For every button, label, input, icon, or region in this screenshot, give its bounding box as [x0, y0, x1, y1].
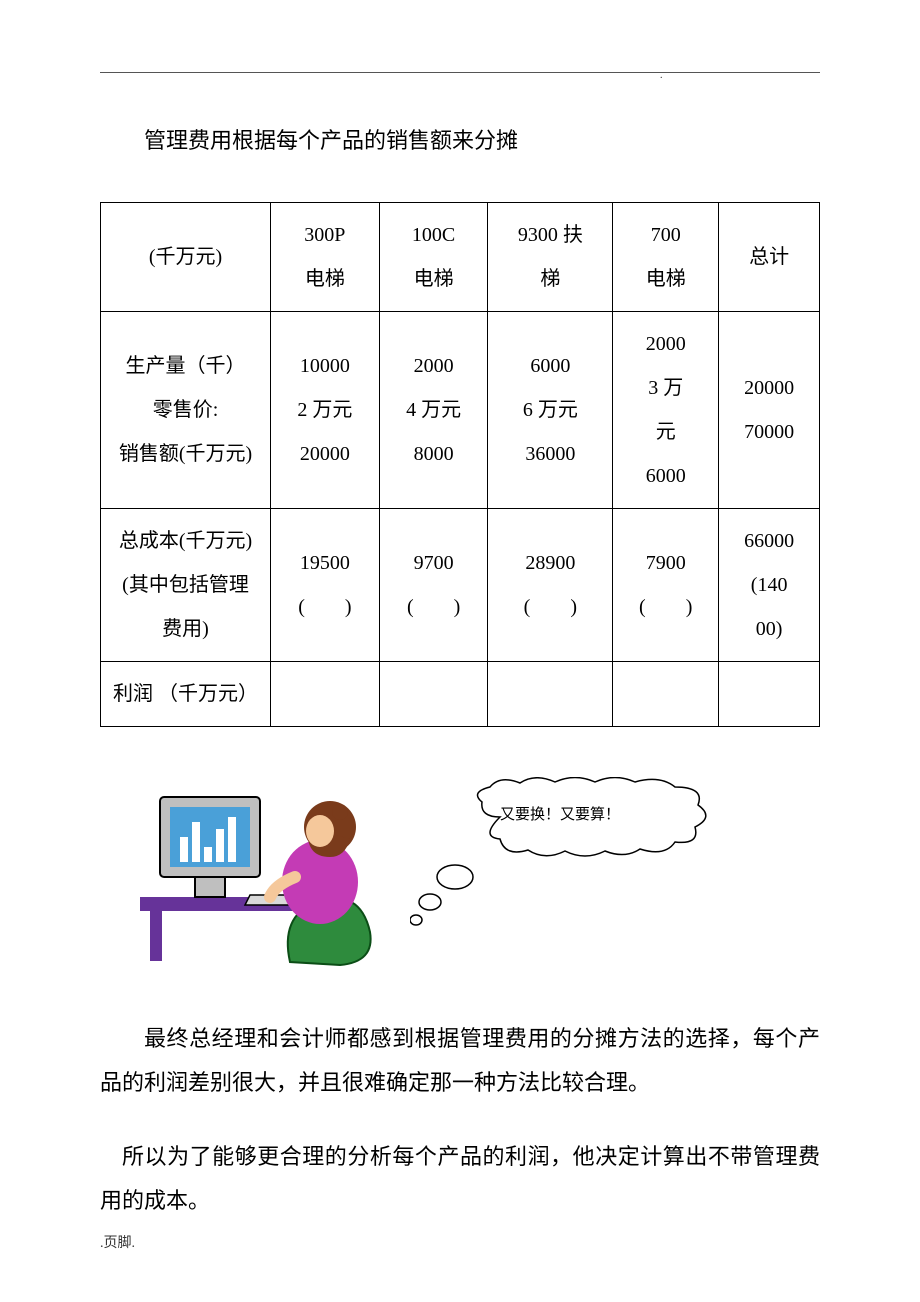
- cell: 6000 6 万元 36000: [488, 311, 613, 508]
- cell: 28900 ( ): [488, 508, 613, 661]
- table-row: 总成本(千万元) (其中包括管理 费用) 19500 ( ) 9700 ( ) …: [101, 508, 820, 661]
- v: ( ): [494, 585, 606, 629]
- header-col: 700电梯: [613, 202, 719, 311]
- paragraph: 所以为了能够更合理的分析每个产品的利润，他决定计算出不带管理费用的成本。: [100, 1135, 820, 1223]
- header-dot: .: [660, 70, 663, 81]
- v: 66000: [725, 519, 813, 563]
- cell: [271, 661, 380, 726]
- v: (14000): [725, 563, 813, 651]
- cell: [719, 661, 820, 726]
- row-label: 生产量（千） 零售价: 销售额(千万元): [101, 311, 271, 508]
- v: 9700: [386, 541, 482, 585]
- cell: 19500 ( ): [271, 508, 380, 661]
- v: 4 万元: [386, 388, 482, 432]
- header-col: 9300 扶梯: [488, 202, 613, 311]
- v: 36000: [494, 432, 606, 476]
- cell: 7900 ( ): [613, 508, 719, 661]
- v: 6 万元: [494, 388, 606, 432]
- v: 28900: [494, 541, 606, 585]
- section-heading: 管理费用根据每个产品的销售额来分摊: [100, 120, 820, 162]
- table-header-row: (千万元) 300P电梯 100C电梯 9300 扶梯 700电梯 总计: [101, 202, 820, 311]
- table-row: 生产量（千） 零售价: 销售额(千万元) 10000 2 万元 20000 20…: [101, 311, 820, 508]
- row-label: 总成本(千万元) (其中包括管理 费用): [101, 508, 271, 661]
- row-label: 利润 （千万元）: [101, 661, 271, 726]
- v: ( ): [386, 585, 482, 629]
- label-line: 零售价:: [107, 388, 264, 432]
- label-line: 销售额(千万元): [107, 432, 264, 476]
- header-col: 100C电梯: [379, 202, 488, 311]
- cell: 66000 (14000): [719, 508, 820, 661]
- cell: [379, 661, 488, 726]
- v: 20000: [277, 432, 373, 476]
- cell: 20000 70000: [719, 311, 820, 508]
- clipart-woman-computer: [140, 767, 400, 967]
- label-line: 生产量（千）: [107, 344, 264, 388]
- v: 7900: [619, 541, 712, 585]
- v: 2000: [386, 344, 482, 388]
- bubble-text: 又要换！又要算！: [500, 803, 620, 824]
- allocation-table: (千万元) 300P电梯 100C电梯 9300 扶梯 700电梯 总计 生产量…: [100, 202, 820, 727]
- v: 70000: [725, 410, 813, 454]
- cell: [613, 661, 719, 726]
- label-line: (其中包括管理: [107, 563, 264, 607]
- cell: 10000 2 万元 20000: [271, 311, 380, 508]
- v: 6000: [494, 344, 606, 388]
- v: 20000: [725, 366, 813, 410]
- bubble-trail-icon: [410, 862, 480, 932]
- cell: [488, 661, 613, 726]
- v: ( ): [619, 585, 712, 629]
- label-line: 费用): [107, 607, 264, 651]
- v: ( ): [277, 585, 373, 629]
- v: 19500: [277, 541, 373, 585]
- cell: 9700 ( ): [379, 508, 488, 661]
- header-rule: [100, 72, 820, 73]
- v: 2 万元: [277, 388, 373, 432]
- label-line: 总成本(千万元): [107, 519, 264, 563]
- page-footer: .页脚.: [100, 1232, 135, 1252]
- page: . 管理费用根据每个产品的销售额来分摊 (千万元) 300P电梯 100C电梯 …: [0, 0, 920, 1302]
- header-col: 总计: [719, 202, 820, 311]
- table-row: 利润 （千万元）: [101, 661, 820, 726]
- header-col: 300P电梯: [271, 202, 380, 311]
- v: 10000: [277, 344, 373, 388]
- illustration-block: 又要换！又要算！: [100, 767, 820, 987]
- header-unit: (千万元): [101, 202, 271, 311]
- v: 8000: [386, 432, 482, 476]
- paragraph: 最终总经理和会计师都感到根据管理费用的分摊方法的选择，每个产品的利润差别很大，并…: [100, 1017, 820, 1105]
- thought-bubble: 又要换！又要算！: [400, 777, 740, 957]
- cell: 2000 4 万元 8000: [379, 311, 488, 508]
- cell: 20003 万元6000: [613, 311, 719, 508]
